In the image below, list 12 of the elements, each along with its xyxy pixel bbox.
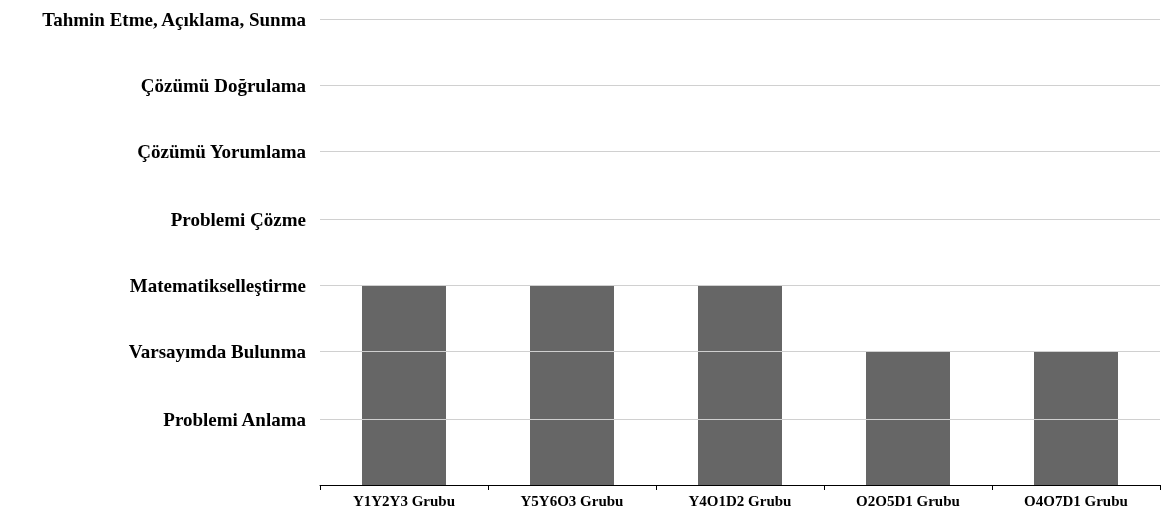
ref-line-label: Matematikselleştirme — [129, 274, 306, 296]
x-tick-label: Y1Y2Y3 Grubu — [352, 492, 456, 509]
ref-line-label: Problemi Anlama — [163, 408, 307, 430]
ref-line-label: Çözümü Doğrulama — [140, 75, 307, 97]
ref-line-label: Problemi Çözme — [170, 208, 306, 230]
ref-line-label: Tahmin Etme, Açıklama, Sunma — [42, 9, 307, 31]
x-tick-label: Y4O1D2 Grubu — [688, 492, 792, 509]
x-tick-label: Y5Y6O3 Grubu — [520, 492, 624, 509]
x-tick-label: O4O7D1 Grubu — [1024, 492, 1128, 509]
ref-line-label: Varsayımda Bulunma — [128, 340, 307, 362]
ref-line-label: Çözümü Yorumlama — [137, 140, 307, 162]
x-tick-label: O2O5D1 Grubu — [856, 492, 960, 509]
